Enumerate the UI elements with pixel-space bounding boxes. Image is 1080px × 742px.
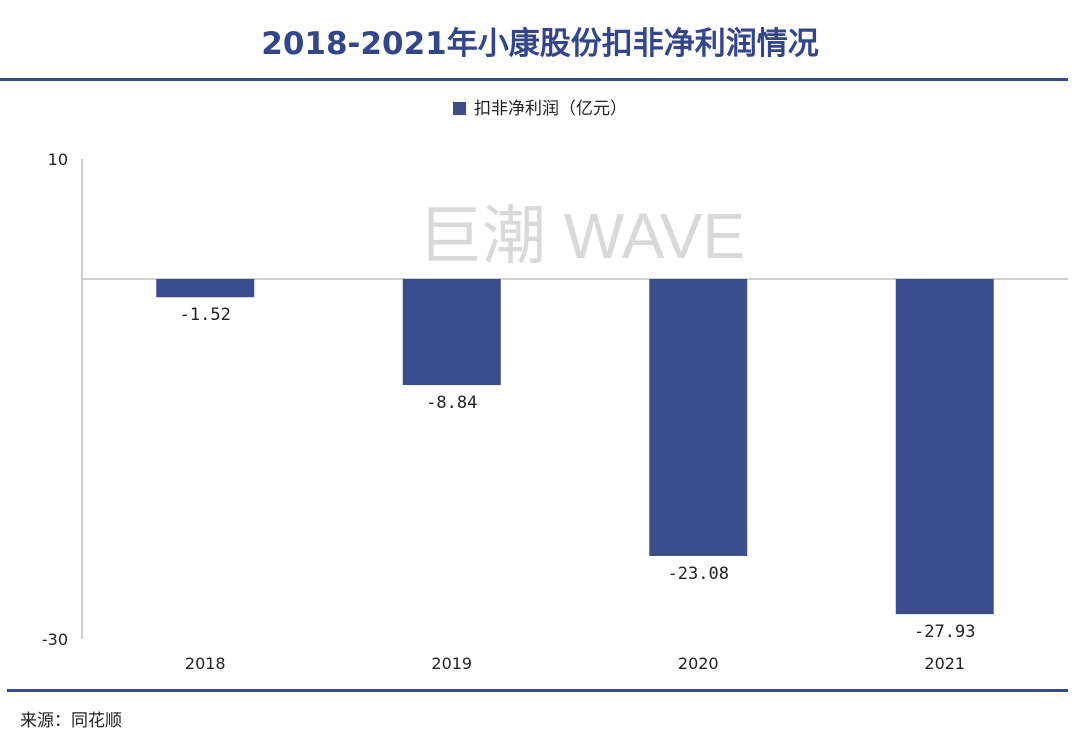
footer-divider	[7, 689, 1068, 692]
legend-swatch	[453, 102, 466, 115]
x-tick-label: 2021	[924, 654, 965, 673]
source-note: 来源：同花顺	[20, 711, 122, 731]
data-label: -8.84	[426, 393, 477, 413]
y-tick-label: -30	[42, 630, 68, 649]
title-divider	[0, 78, 1068, 81]
data-label: -23.08	[668, 564, 729, 584]
legend: 扣非净利润（亿元）	[0, 94, 1080, 119]
bar-2021	[895, 279, 994, 615]
y-tick-label: 10	[48, 150, 68, 169]
chart-title: 2018-2021年小康股份扣非净利润情况	[261, 26, 819, 62]
bar-2018	[156, 279, 255, 298]
watermark: 巨潮 WAVE	[418, 200, 745, 272]
x-tick-label: 2020	[678, 654, 719, 673]
bar-2020	[649, 279, 748, 556]
x-tick-label: 2019	[431, 654, 472, 673]
legend-label: 扣非净利润（亿元）	[474, 99, 627, 119]
x-tick-label: 2018	[185, 654, 226, 673]
data-label: -1.52	[180, 305, 231, 325]
data-label: -27.93	[914, 622, 975, 642]
bar-2019	[402, 279, 501, 386]
